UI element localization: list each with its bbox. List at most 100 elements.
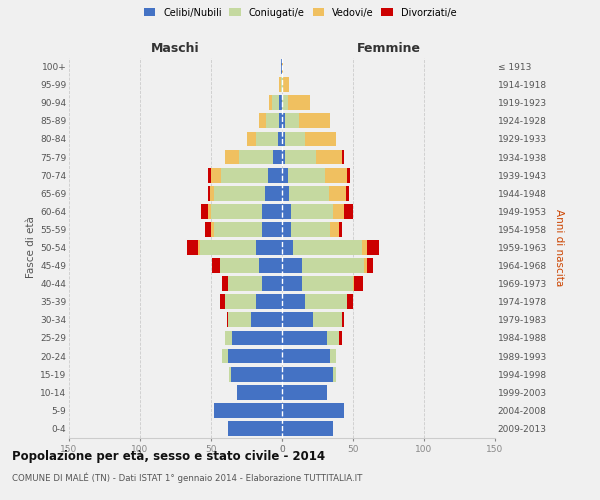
Bar: [220, 258, 259, 273]
Bar: [256, 240, 282, 255]
Bar: [274, 150, 282, 164]
Bar: [279, 114, 282, 128]
Bar: [262, 204, 282, 218]
Bar: [282, 132, 285, 146]
Bar: [208, 204, 211, 218]
Bar: [316, 150, 341, 164]
Bar: [285, 132, 305, 146]
Title: Femmine: Femmine: [356, 42, 421, 55]
Bar: [220, 294, 225, 309]
Bar: [364, 258, 367, 273]
Bar: [187, 240, 198, 255]
Bar: [229, 366, 231, 382]
Bar: [282, 403, 344, 418]
Bar: [287, 168, 325, 182]
Bar: [282, 204, 290, 218]
Bar: [302, 258, 364, 273]
Bar: [279, 96, 282, 110]
Bar: [214, 186, 265, 200]
Text: COMUNE DI MALÉ (TN) - Dati ISTAT 1° gennaio 2014 - Elaborazione TUTTITALIA.IT: COMUNE DI MALÉ (TN) - Dati ISTAT 1° genn…: [12, 472, 362, 483]
Bar: [282, 168, 287, 182]
Bar: [208, 186, 209, 200]
Bar: [212, 258, 220, 273]
Bar: [333, 204, 344, 218]
Bar: [282, 421, 333, 436]
Bar: [282, 258, 302, 273]
Bar: [285, 114, 299, 128]
Bar: [282, 222, 290, 237]
Bar: [287, 96, 310, 110]
Bar: [344, 204, 353, 218]
Bar: [362, 240, 367, 255]
Bar: [282, 330, 328, 345]
Bar: [236, 385, 282, 400]
Bar: [333, 366, 336, 382]
Bar: [211, 222, 214, 237]
Bar: [214, 403, 282, 418]
Bar: [232, 330, 282, 345]
Bar: [211, 168, 221, 182]
Bar: [329, 186, 346, 200]
Bar: [347, 294, 353, 309]
Bar: [367, 258, 373, 273]
Bar: [228, 348, 282, 364]
Bar: [282, 312, 313, 328]
Bar: [221, 168, 268, 182]
Bar: [290, 204, 333, 218]
Bar: [282, 385, 328, 400]
Bar: [341, 312, 344, 328]
Bar: [289, 186, 329, 200]
Bar: [330, 348, 336, 364]
Bar: [282, 294, 305, 309]
Bar: [205, 222, 211, 237]
Bar: [281, 77, 282, 92]
Bar: [305, 294, 347, 309]
Bar: [325, 168, 347, 182]
Bar: [225, 294, 256, 309]
Bar: [225, 150, 239, 164]
Bar: [200, 240, 256, 255]
Bar: [282, 186, 289, 200]
Bar: [347, 168, 350, 182]
Bar: [330, 222, 339, 237]
Bar: [283, 77, 289, 92]
Bar: [265, 186, 282, 200]
Bar: [290, 222, 330, 237]
Bar: [282, 348, 330, 364]
Bar: [228, 421, 282, 436]
Bar: [211, 204, 262, 218]
Bar: [228, 312, 251, 328]
Bar: [281, 59, 282, 74]
Bar: [302, 276, 353, 291]
Title: Maschi: Maschi: [151, 42, 200, 55]
Bar: [256, 132, 278, 146]
Bar: [208, 168, 211, 182]
Bar: [268, 168, 282, 182]
Bar: [328, 330, 339, 345]
Bar: [339, 330, 341, 345]
Bar: [214, 222, 262, 237]
Bar: [282, 366, 333, 382]
Bar: [278, 132, 282, 146]
Bar: [299, 114, 330, 128]
Bar: [251, 312, 282, 328]
Bar: [198, 240, 200, 255]
Bar: [247, 132, 256, 146]
Bar: [313, 312, 341, 328]
Bar: [269, 96, 272, 110]
Bar: [272, 96, 279, 110]
Bar: [367, 240, 379, 255]
Bar: [209, 186, 214, 200]
Bar: [259, 114, 266, 128]
Bar: [282, 96, 287, 110]
Bar: [341, 150, 344, 164]
Text: Popolazione per età, sesso e stato civile - 2014: Popolazione per età, sesso e stato civil…: [12, 450, 325, 463]
Bar: [228, 276, 262, 291]
Bar: [201, 204, 208, 218]
Bar: [282, 150, 285, 164]
Bar: [262, 222, 282, 237]
Bar: [259, 258, 282, 273]
Bar: [227, 312, 228, 328]
Bar: [346, 186, 349, 200]
Bar: [282, 114, 285, 128]
